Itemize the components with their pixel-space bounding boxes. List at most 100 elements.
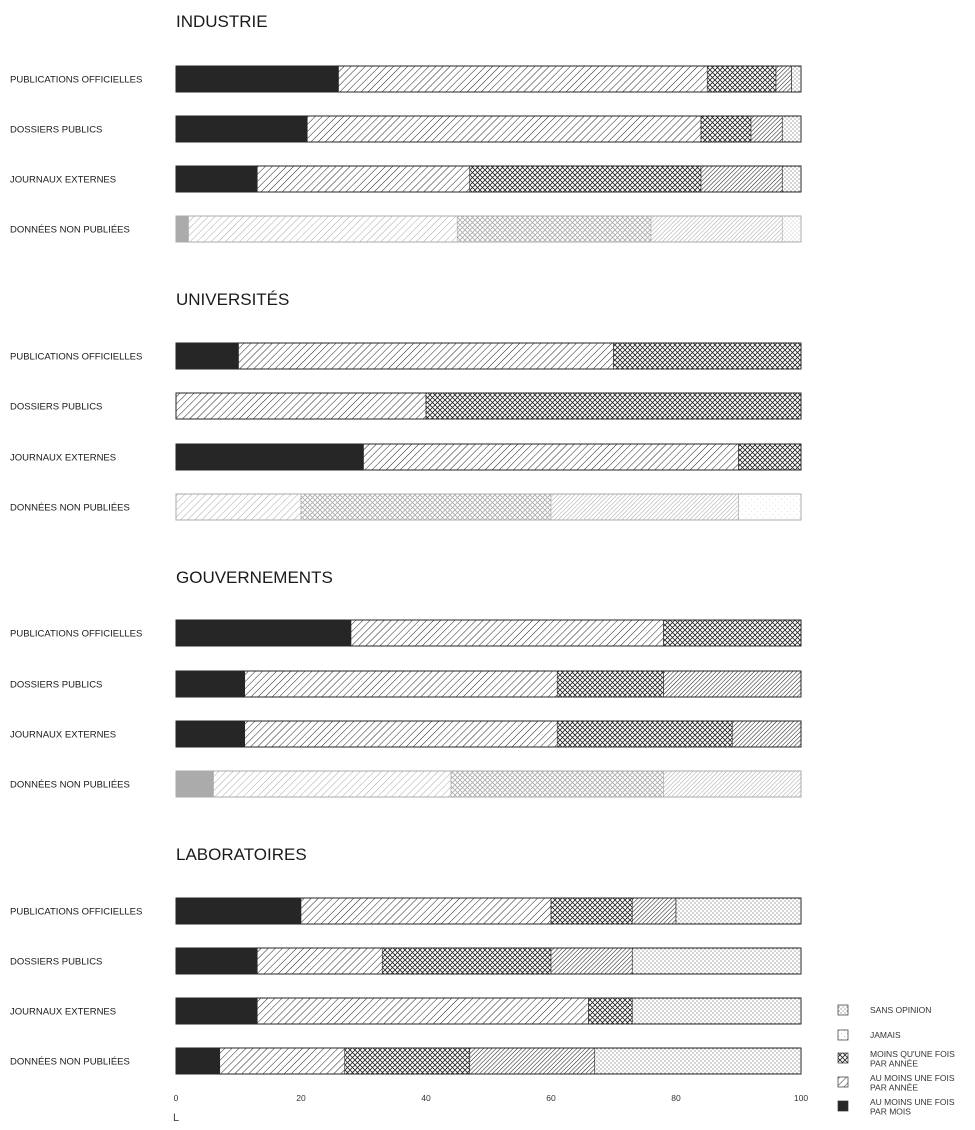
- bar-segment-sans-opinion: [631, 947, 802, 975]
- bar-segment-au-moins-mois: [175, 770, 214, 798]
- bar-outline: [175, 493, 802, 521]
- bar-row: [175, 443, 802, 471]
- bar-row: [175, 392, 802, 420]
- x-tick-label: 60: [546, 1093, 556, 1103]
- bar-segment-au-moins-mois: [175, 947, 258, 975]
- category-label: PUBLICATIONS OFFICIELLES: [10, 907, 142, 918]
- legend-label: PAR MOIS: [870, 1107, 911, 1117]
- legend-swatch: [837, 1052, 849, 1064]
- legend-label: MOINS QU'UNE FOIS: [870, 1049, 955, 1059]
- legend-label: PAR ANNÉE: [870, 1059, 918, 1069]
- bar-segment-au-moins-annee: [238, 342, 614, 370]
- bar-outline: [175, 897, 802, 925]
- bar-segment-sans-opinion-diag: [550, 947, 633, 975]
- panel-industrie: INDUSTRIE PUBLICATIONS OFFICIELLES DOSSIER…: [10, 12, 802, 243]
- legend-label: AU MOINS UNE FOIS: [870, 1097, 955, 1107]
- x-tick-label: 80: [671, 1093, 681, 1103]
- category-label: DONNÉES NON PUBLIÉES: [10, 503, 130, 514]
- category-label: JOURNAUX EXTERNES: [10, 453, 116, 464]
- bar-segment-sans-opinion-diag: [700, 165, 783, 193]
- bar-segment-au-moins-mois: [175, 1047, 221, 1075]
- bar-segment-au-moins-mois: [175, 897, 302, 925]
- bar-segment-moins-annee: [556, 670, 664, 698]
- bar-row: [175, 947, 802, 975]
- bar-segment-au-moins-mois: [175, 619, 352, 647]
- bar-row: [175, 770, 802, 798]
- bar-outline: [175, 392, 802, 420]
- legend-label: PAR ANNÉE: [870, 1083, 918, 1093]
- bar-segment-sans-opinion: [631, 997, 802, 1025]
- bar-segment-moins-annee: [556, 720, 733, 748]
- category-label: PUBLICATIONS OFFICIELLES: [10, 352, 142, 363]
- bar-segment-sans-opinion: [781, 215, 802, 243]
- bar-segment-au-moins-mois: [175, 443, 364, 471]
- bar-outline: [175, 619, 802, 647]
- legend-swatch: [837, 1004, 849, 1016]
- bar-segment-moins-annee: [550, 897, 633, 925]
- bar-segment-au-moins-mois: [175, 720, 246, 748]
- bar-segment-moins-annee: [663, 619, 802, 647]
- bar-row: [175, 1047, 802, 1075]
- bar-segment-au-moins-mois: [175, 997, 258, 1025]
- bar-outline: [175, 443, 802, 471]
- bar-segment-moins-annee: [700, 115, 752, 143]
- bar-outline: [175, 670, 802, 698]
- bar-segment-au-moins-mois: [175, 165, 258, 193]
- category-label: DONNÉES NON PUBLIÉES: [10, 1057, 130, 1068]
- bar-segment-au-moins-annee: [256, 997, 589, 1025]
- panel-gouvernements: GOUVERNEMENTS PUBLICATIONS OFFICIELLES DOS…: [10, 568, 802, 798]
- panel-title: INDUSTRIE: [176, 12, 268, 31]
- bar-outline: [175, 65, 802, 93]
- legend-item-jamais: JAMAIS: [837, 1029, 901, 1041]
- bar-outline: [175, 720, 802, 748]
- bar-segment-au-moins-annee: [175, 392, 427, 420]
- bar-row: [175, 342, 802, 370]
- category-label: DONNÉES NON PUBLIÉES: [10, 225, 130, 236]
- bar-segment-moins-annee: [425, 392, 802, 420]
- bar-segment-moins-annee: [300, 493, 552, 521]
- bar-segment-au-moins-annee: [300, 897, 552, 925]
- category-label: DOSSIERS PUBLICS: [10, 402, 102, 413]
- bar-outline: [175, 342, 802, 370]
- category-label: PUBLICATIONS OFFICIELLES: [10, 75, 142, 86]
- bar-row: [175, 65, 802, 93]
- bar-segment-au-moins-annee: [306, 115, 702, 143]
- bar-segment-sans-opinion-diag: [663, 670, 802, 698]
- legend-item-sans-opinion: SANS OPINION: [837, 1004, 931, 1016]
- legend-swatch: [837, 1076, 849, 1088]
- bar-row: [175, 897, 802, 925]
- bar-segment-moins-annee: [613, 342, 802, 370]
- bar-segment-moins-annee: [456, 215, 652, 243]
- category-label: JOURNAUX EXTERNES: [10, 1007, 116, 1018]
- bar-segment-au-moins-annee: [188, 215, 458, 243]
- bar-row: [175, 215, 802, 243]
- bar-segment-sans-opinion-diag: [631, 897, 677, 925]
- legend-label: SANS OPINION: [870, 1005, 931, 1015]
- bar-segment-moins-annee: [588, 997, 633, 1025]
- bar-outline: [175, 770, 802, 798]
- panel-universites: UNIVERSITÉS PUBLICATIONS OFFICIELLES DOSSI…: [10, 290, 802, 521]
- bar-row: [175, 619, 802, 647]
- bar-segment-sans-opinion-diag: [663, 770, 802, 798]
- legend-label: JAMAIS: [870, 1030, 901, 1040]
- bar-segment-au-moins-mois: [175, 115, 308, 143]
- panel-title: UNIVERSITÉS: [176, 290, 289, 309]
- category-label: JOURNAUX EXTERNES: [10, 175, 116, 186]
- bar-segment-au-moins-annee: [219, 1047, 346, 1075]
- legend-swatch: [837, 1029, 849, 1041]
- bar-segment-jamais: [738, 493, 802, 521]
- axis-marker: L: [173, 1112, 179, 1124]
- bar-segment-sans-opinion: [675, 897, 802, 925]
- bar-segment-sans-opinion-diag: [469, 1047, 596, 1075]
- bar-row: [175, 165, 802, 193]
- bar-segment-au-moins-annee: [350, 619, 664, 647]
- category-label: JOURNAUX EXTERNES: [10, 730, 116, 741]
- category-label: PUBLICATIONS OFFICIELLES: [10, 629, 142, 640]
- bar-outline: [175, 165, 802, 193]
- bar-segment-au-moins-annee: [244, 670, 558, 698]
- bar-row: [175, 720, 802, 748]
- bar-segment-moins-annee: [381, 947, 552, 975]
